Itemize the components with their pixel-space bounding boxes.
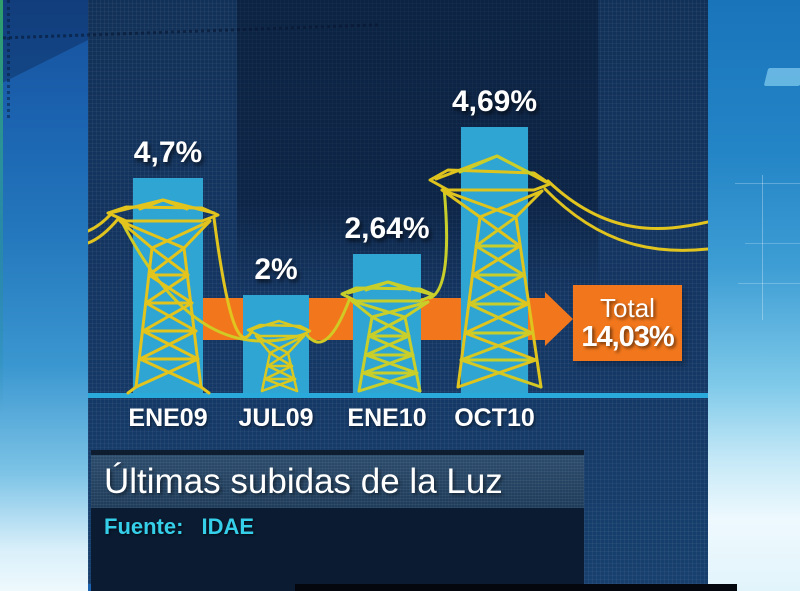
left-edge-accent-line [0,0,3,591]
pylons-graphic [88,154,708,395]
background-grid-line [738,283,800,284]
source-band: Fuente: IDAE [91,508,584,591]
axis-label-oct10: OCT10 [454,404,535,432]
electricity-pylon-icon [246,319,312,393]
dotted-texture-vertical [7,0,10,118]
axis-label-ene10: ENE10 [347,404,427,432]
background-grid-line [735,183,800,184]
total-label: Total [600,293,655,323]
background-shade [0,0,88,84]
background-grid-line [745,243,800,244]
studio-background-left [0,0,88,591]
source-line: Fuente: IDAE [104,514,254,540]
axis-label-jul09: JUL09 [238,404,314,432]
background-grid-line [762,175,763,320]
title-banner: Últimas subidas de la Luz [91,450,584,508]
total-arrow-right-icon [545,292,573,346]
electricity-pylon-icon [106,198,220,395]
chart-title: Últimas subidas de la Luz [104,461,503,501]
bottom-black-strip [295,584,737,591]
value-label-jul09: 2% [254,253,298,286]
background-accent-rect [763,68,800,86]
electricity-pylon-icon [428,154,552,389]
x-axis-baseline [88,393,708,398]
power-lines-icon [88,179,708,344]
total-value: 14,03% [581,321,674,353]
value-label-oct10: 4,69% [451,85,538,118]
source-value: IDAE [201,514,255,539]
value-label-ene09: 4,7% [133,136,203,169]
studio-background-right [708,0,800,591]
value-label-ene10: 2,64% [344,212,430,245]
panel-dark-overlay [237,0,598,295]
axis-label-ene09: ENE09 [128,404,208,432]
source-label: Fuente: [104,514,184,539]
total-badge: Total 14,03% [573,285,682,361]
electricity-pylon-icon [340,280,436,393]
